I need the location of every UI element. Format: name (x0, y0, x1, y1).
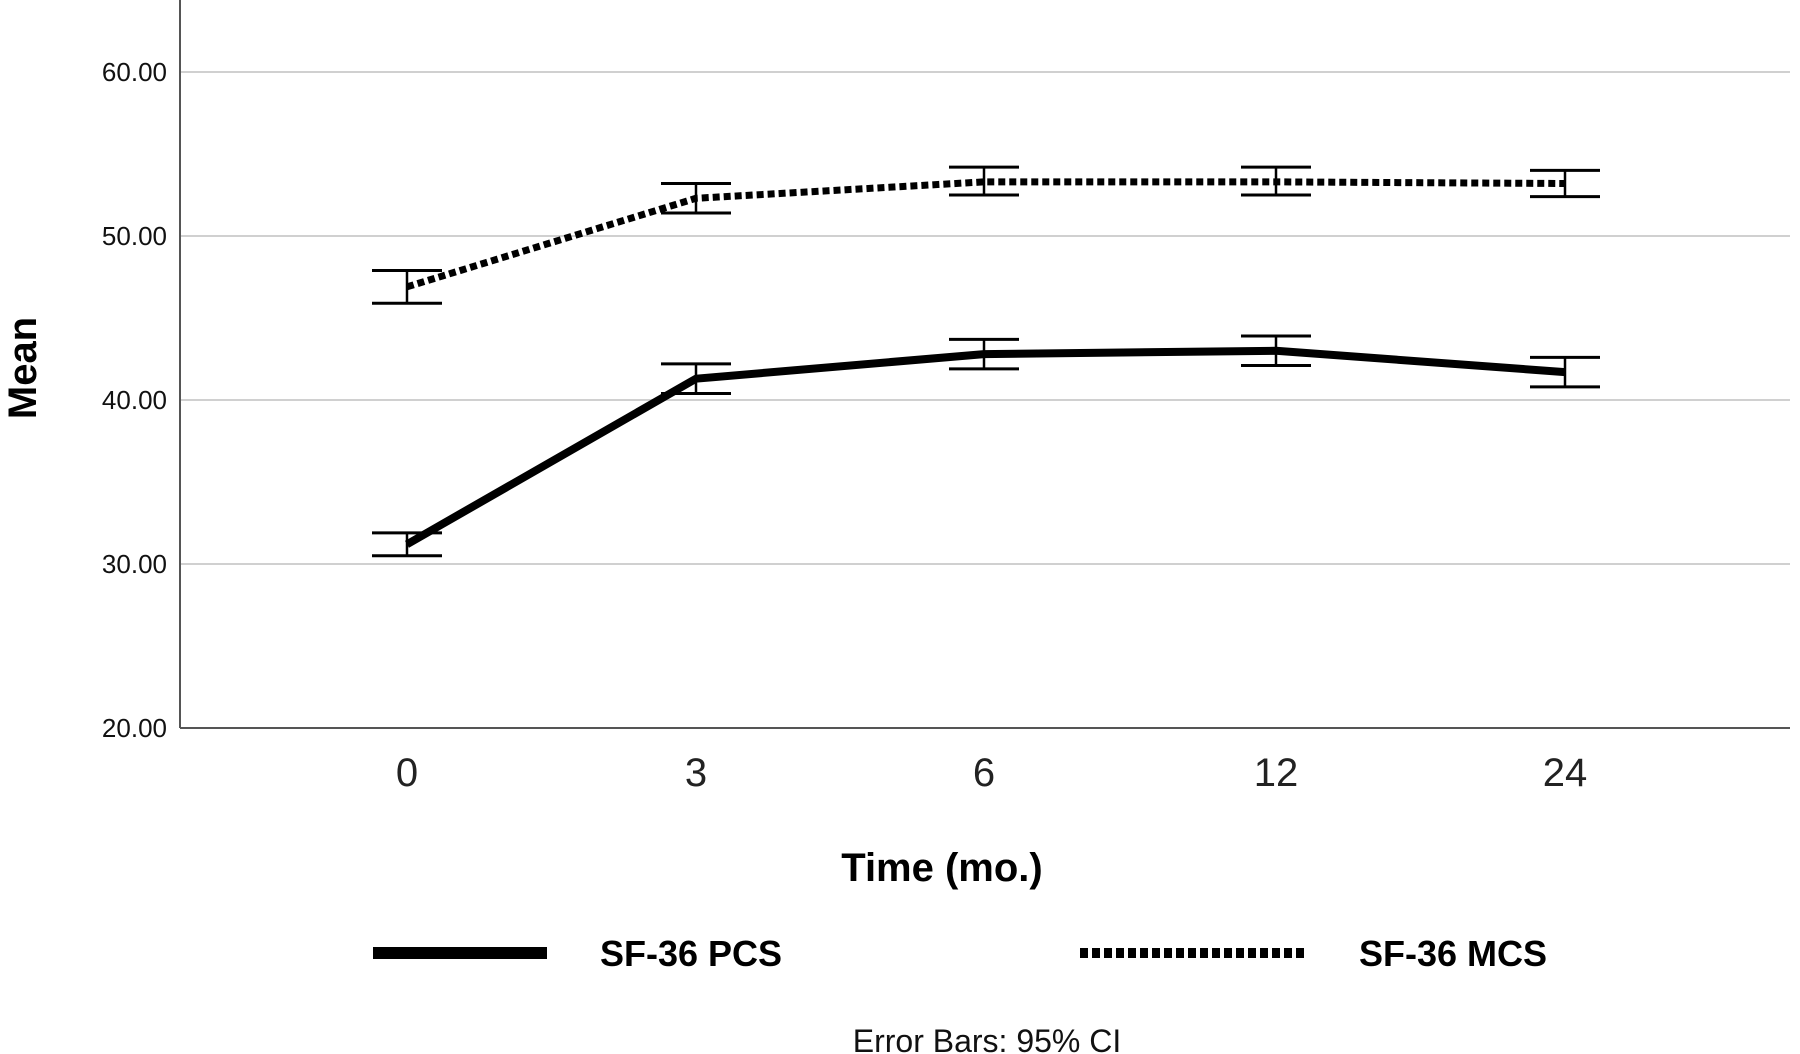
error-bar (1530, 168, 1600, 199)
y-tick-label: 60.00 (102, 57, 167, 87)
error-bar (661, 182, 731, 215)
axes (179, 0, 1790, 729)
series-line-mcs (405, 178, 1566, 291)
gridlines (180, 71, 1790, 565)
y-tick-label: 40.00 (102, 385, 167, 415)
x-axis-title: Time (mo.) (841, 846, 1043, 890)
error-bar (661, 362, 731, 395)
error-bar (1241, 334, 1311, 368)
error-bars (372, 165, 1600, 558)
x-tick-labels: 0 3 6 12 24 (396, 751, 1587, 795)
error-bar (949, 337, 1019, 371)
error-bar (372, 531, 442, 558)
error-bar (1530, 355, 1600, 389)
error-bar (372, 268, 442, 305)
legend: SF-36 PCS SF-36 MCS (373, 933, 1547, 974)
y-tick-label: 50.00 (102, 221, 167, 251)
series-line-pcs (405, 346, 1566, 548)
error-bars-footnote: Error Bars: 95% CI (853, 1023, 1122, 1054)
y-tick-label: 20.00 (102, 713, 167, 743)
y-axis-title: Mean (1, 317, 45, 419)
x-tick-label: 6 (973, 751, 995, 795)
legend-label-mcs: SF-36 MCS (1359, 933, 1547, 974)
error-bar (1241, 165, 1311, 197)
x-tick-label: 24 (1543, 751, 1588, 795)
legend-label-pcs: SF-36 PCS (600, 933, 782, 974)
x-tick-label: 0 (396, 751, 418, 795)
y-tick-label: 30.00 (102, 549, 167, 579)
error-bar (949, 165, 1019, 197)
x-tick-label: 12 (1254, 751, 1299, 795)
y-tick-labels: 20.00 30.00 40.00 50.00 60.00 (102, 57, 167, 743)
x-tick-label: 3 (685, 751, 707, 795)
